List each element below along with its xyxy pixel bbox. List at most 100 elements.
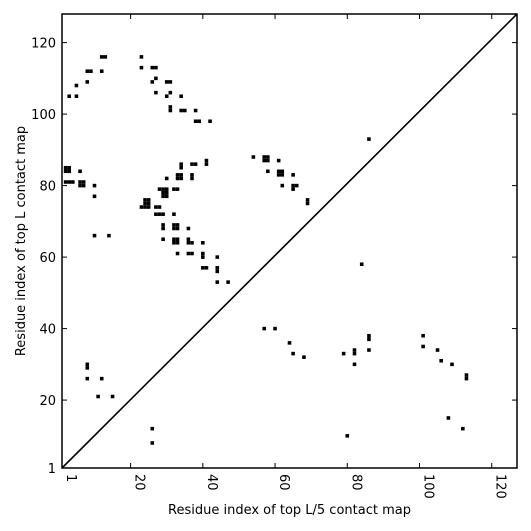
contact-point bbox=[179, 94, 183, 98]
contact-point bbox=[179, 108, 183, 113]
x-axis-label: Residue index of top L/5 contact map bbox=[168, 503, 411, 518]
contact-point bbox=[99, 69, 104, 73]
contact-point bbox=[164, 194, 169, 199]
contact-point bbox=[78, 183, 82, 188]
contact-point bbox=[204, 158, 209, 163]
contact-point bbox=[352, 351, 357, 356]
contact-point bbox=[168, 108, 173, 113]
contact-point bbox=[161, 223, 165, 227]
contact-point bbox=[85, 69, 90, 73]
contact-point bbox=[85, 366, 90, 370]
contact-point bbox=[164, 94, 169, 98]
contact-point bbox=[266, 155, 270, 159]
y-tick-label: 120 bbox=[31, 37, 56, 52]
contact-point bbox=[81, 180, 86, 184]
contact-point bbox=[201, 255, 205, 259]
contact-point bbox=[291, 187, 295, 191]
contact-point bbox=[226, 280, 230, 284]
contact-point bbox=[172, 226, 176, 231]
contact-point bbox=[464, 373, 469, 377]
contact-point bbox=[139, 205, 144, 209]
contact-point bbox=[164, 190, 169, 195]
contact-point bbox=[92, 233, 97, 238]
contact-point bbox=[421, 344, 425, 349]
contact-point bbox=[186, 226, 191, 231]
contact-point bbox=[164, 176, 169, 181]
contact-point bbox=[89, 69, 93, 73]
y-tick-label: 20 bbox=[39, 394, 56, 409]
contact-point bbox=[92, 183, 97, 188]
contact-point bbox=[85, 362, 90, 367]
contact-point bbox=[110, 394, 115, 399]
contact-point bbox=[305, 201, 310, 206]
y-tick-label: 1 bbox=[48, 462, 56, 477]
contact-point bbox=[446, 416, 451, 420]
contact-point bbox=[190, 241, 194, 245]
contact-point bbox=[367, 137, 371, 141]
contact-point bbox=[74, 94, 79, 98]
contact-point bbox=[186, 241, 191, 245]
contact-point bbox=[179, 165, 183, 170]
contact-point bbox=[172, 187, 176, 191]
contact-point bbox=[161, 212, 165, 216]
contact-point bbox=[273, 326, 277, 331]
contact-point bbox=[92, 194, 97, 199]
contact-point bbox=[291, 351, 295, 356]
contact-point bbox=[341, 351, 346, 356]
contact-point bbox=[201, 251, 205, 256]
contact-point bbox=[161, 190, 165, 195]
contact-point bbox=[107, 233, 111, 238]
contact-point bbox=[85, 80, 90, 84]
contact-point bbox=[190, 162, 194, 166]
contact-point bbox=[461, 426, 465, 431]
contact-point bbox=[190, 173, 194, 177]
contact-point bbox=[197, 119, 202, 124]
contact-point bbox=[186, 237, 191, 241]
contact-point bbox=[164, 80, 169, 84]
contact-point bbox=[193, 108, 198, 113]
contact-point bbox=[103, 55, 108, 59]
contact-point bbox=[291, 173, 295, 177]
contact-point bbox=[262, 158, 267, 163]
contact-point bbox=[161, 187, 165, 191]
contact-point bbox=[201, 266, 205, 270]
contact-point bbox=[201, 241, 205, 245]
contact-point bbox=[204, 266, 209, 270]
contact-point bbox=[168, 80, 173, 84]
contact-point bbox=[193, 162, 198, 166]
x-tick-label: 120 bbox=[493, 474, 508, 499]
contact-point bbox=[146, 198, 151, 202]
contact-point bbox=[179, 176, 183, 181]
contact-point bbox=[143, 205, 147, 209]
contact-point bbox=[215, 255, 220, 259]
contact-point bbox=[215, 280, 220, 284]
contact-point bbox=[276, 173, 281, 177]
contact-point bbox=[179, 173, 183, 177]
contact-point bbox=[193, 119, 198, 124]
contact-point bbox=[345, 434, 350, 438]
contact-point bbox=[154, 65, 158, 70]
contact-point bbox=[262, 155, 267, 159]
contact-point bbox=[359, 262, 364, 267]
contact-point bbox=[172, 212, 176, 216]
contact-point bbox=[96, 394, 100, 399]
contact-point bbox=[164, 187, 169, 191]
contact-point bbox=[367, 337, 371, 342]
contact-point bbox=[302, 355, 306, 359]
contact-point bbox=[63, 180, 68, 184]
contact-point bbox=[154, 90, 158, 95]
contact-point bbox=[139, 65, 144, 70]
x-tick-label: 20 bbox=[132, 474, 147, 491]
contact-point bbox=[251, 155, 256, 159]
contact-point bbox=[150, 441, 155, 445]
x-tick-label: 1 bbox=[63, 474, 78, 482]
x-tick-label: 60 bbox=[276, 474, 291, 491]
contact-point bbox=[172, 241, 176, 245]
contact-point bbox=[63, 169, 68, 174]
contact-point bbox=[175, 173, 180, 177]
contact-point bbox=[179, 162, 183, 166]
contact-point bbox=[172, 237, 176, 241]
contact-point bbox=[150, 426, 155, 431]
contact-point bbox=[143, 201, 147, 206]
